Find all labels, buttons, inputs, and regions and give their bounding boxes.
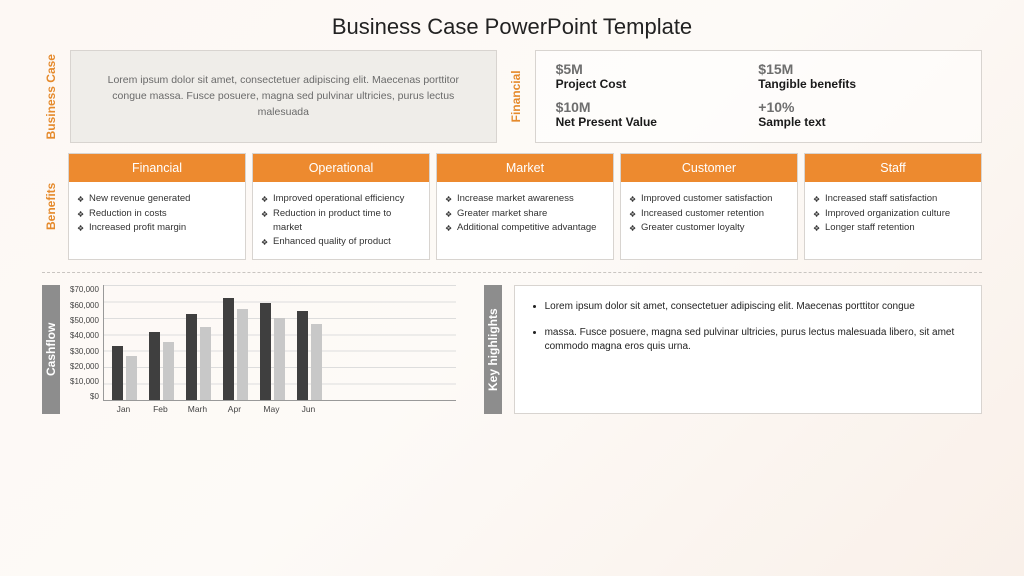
x-tick: Marh <box>185 404 210 414</box>
fin-lab: Tangible benefits <box>758 77 961 91</box>
page-title: Business Case PowerPoint Template <box>0 0 1024 50</box>
bottom-row: Cashflow $70,000 $60,000 $50,000 $40,000 $30… <box>0 279 1024 414</box>
benefit-item: Increased staff satisfaction <box>813 192 973 206</box>
y-tick: $20,000 <box>70 362 99 371</box>
highlight-item: massa. Fusce posuere, magna sed pulvinar… <box>545 326 965 354</box>
bar <box>223 298 234 401</box>
bar <box>297 311 308 400</box>
bar-group <box>297 311 322 400</box>
highlights-section: Key highlights Lorem ipsum dolor sit ame… <box>484 285 982 414</box>
y-tick: $60,000 <box>70 301 99 310</box>
cashflow-label: Cashflow <box>42 285 60 414</box>
fin-cell-1: $15MTangible benefits <box>758 61 961 95</box>
x-tick: Jan <box>111 404 136 414</box>
business-case-label: Business Case <box>42 50 60 143</box>
benefits-label: Benefits <box>42 153 60 260</box>
highlights-box: Lorem ipsum dolor sit amet, consectetuer… <box>514 285 982 414</box>
fin-cell-2: $10MNet Present Value <box>556 99 759 133</box>
top-row: Business Case Lorem ipsum dolor sit amet… <box>0 50 1024 153</box>
y-tick: $50,000 <box>70 316 99 325</box>
bar-group <box>223 298 248 401</box>
x-tick: Feb <box>148 404 173 414</box>
x-tick: May <box>259 404 284 414</box>
benefit-item: Enhanced quality of product <box>261 235 421 249</box>
fin-cell-3: +10%Sample text <box>758 99 961 133</box>
fin-lab: Project Cost <box>556 77 759 91</box>
bar <box>260 303 271 401</box>
benefit-header: Operational <box>253 154 429 182</box>
benefit-item: Improved customer satisfaction <box>629 192 789 206</box>
fin-lab: Sample text <box>758 115 961 129</box>
benefit-item: Greater market share <box>445 207 605 221</box>
benefit-item: Improved organization culture <box>813 207 973 221</box>
chart-plot: Jan Feb Marh Apr May Jun <box>103 285 456 414</box>
benefit-header: Staff <box>805 154 981 182</box>
y-tick: $30,000 <box>70 347 99 356</box>
benefit-body: Increase market awarenessGreater market … <box>437 182 613 245</box>
chart-x-axis: Jan Feb Marh Apr May Jun <box>103 404 456 414</box>
y-tick: $40,000 <box>70 331 99 340</box>
benefit-col: StaffIncreased staff satisfactionImprove… <box>804 153 982 260</box>
benefit-item: New revenue generated <box>77 192 237 206</box>
cashflow-section: Cashflow $70,000 $60,000 $50,000 $40,000 $30… <box>42 285 456 414</box>
benefit-col: CustomerImproved customer satisfactionIn… <box>620 153 798 260</box>
benefit-body: Improved customer satisfactionIncreased … <box>621 182 797 245</box>
benefit-col: OperationalImproved operational efficien… <box>252 153 430 260</box>
benefit-item: Increased customer retention <box>629 207 789 221</box>
highlights-list: Lorem ipsum dolor sit amet, consectetuer… <box>531 300 965 354</box>
business-case-text: Lorem ipsum dolor sit amet, consectetuer… <box>99 73 468 120</box>
fin-val: +10% <box>758 99 961 115</box>
bar-group <box>260 303 285 401</box>
bar-group <box>186 314 211 400</box>
bar-group <box>149 332 174 400</box>
y-tick: $10,000 <box>70 377 99 386</box>
financial-label: Financial <box>507 50 525 143</box>
benefit-item: Reduction in product time to market <box>261 207 421 236</box>
benefit-col: FinancialNew revenue generatedReduction … <box>68 153 246 260</box>
benefit-body: New revenue generatedReduction in costsI… <box>69 182 245 245</box>
y-tick: $70,000 <box>70 285 99 294</box>
divider <box>42 272 982 273</box>
benefit-header: Financial <box>69 154 245 182</box>
benefit-item: Reduction in costs <box>77 207 237 221</box>
fin-val: $5M <box>556 61 759 77</box>
benefit-header: Market <box>437 154 613 182</box>
benefit-body: Increased staff satisfactionImproved org… <box>805 182 981 245</box>
bar <box>126 356 137 401</box>
benefit-item: Greater customer loyalty <box>629 221 789 235</box>
bar <box>200 327 211 400</box>
benefit-body: Improved operational efficiencyReduction… <box>253 182 429 259</box>
benefit-columns: FinancialNew revenue generatedReduction … <box>68 153 982 260</box>
bar <box>163 342 174 400</box>
benefit-item: Increase market awareness <box>445 192 605 206</box>
bar <box>186 314 197 400</box>
bar <box>274 318 285 401</box>
x-tick: Jun <box>296 404 321 414</box>
cashflow-chart: $70,000 $60,000 $50,000 $40,000 $30,000 $20,0… <box>70 285 456 414</box>
bar <box>149 332 160 400</box>
benefit-header: Customer <box>621 154 797 182</box>
chart-grid <box>103 285 456 401</box>
benefit-item: Improved operational efficiency <box>261 192 421 206</box>
bar <box>237 309 248 400</box>
financial-box: $5MProject Cost $15MTangible benefits $1… <box>535 50 982 143</box>
bar <box>311 324 322 400</box>
fin-lab: Net Present Value <box>556 115 759 129</box>
benefit-col: MarketIncrease market awarenessGreater m… <box>436 153 614 260</box>
fin-val: $10M <box>556 99 759 115</box>
x-tick: Apr <box>222 404 247 414</box>
highlight-item: Lorem ipsum dolor sit amet, consectetuer… <box>545 300 965 314</box>
benefits-row: Benefits FinancialNew revenue generatedR… <box>0 153 1024 266</box>
highlights-label: Key highlights <box>484 285 502 414</box>
bar <box>112 346 123 401</box>
benefit-item: Increased profit margin <box>77 221 237 235</box>
business-case-box: Lorem ipsum dolor sit amet, consectetuer… <box>70 50 497 143</box>
chart-y-axis: $70,000 $60,000 $50,000 $40,000 $30,000 $20,0… <box>70 285 103 401</box>
fin-cell-0: $5MProject Cost <box>556 61 759 95</box>
fin-val: $15M <box>758 61 961 77</box>
benefit-item: Additional competitive advantage <box>445 221 605 235</box>
bar-group <box>112 346 137 401</box>
benefit-item: Longer staff retention <box>813 221 973 235</box>
y-tick: $0 <box>70 392 99 401</box>
